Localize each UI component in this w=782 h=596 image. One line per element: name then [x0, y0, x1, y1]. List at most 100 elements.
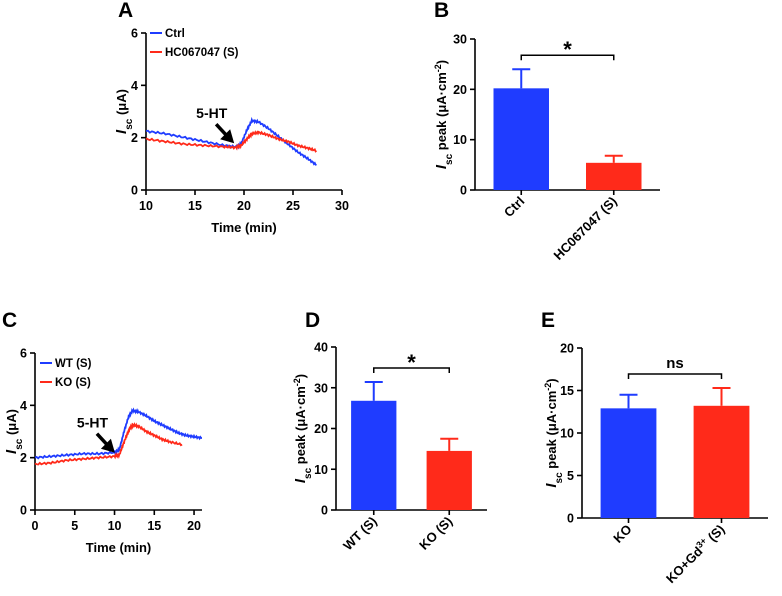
y-tick-label: 10: [314, 463, 328, 477]
bar-1: [600, 408, 657, 518]
y-tick-label: 20: [314, 422, 328, 436]
y-tick-label: 20: [453, 83, 467, 97]
annotation-arrow-head: [220, 129, 235, 144]
ylabel-rest: peak (μA·cm: [544, 391, 559, 473]
x-tick-label: KO+Gd3+ (S): [662, 521, 727, 586]
legend-label: WT (S): [55, 358, 92, 370]
ylabel-main: I: [3, 449, 20, 454]
significance-bracket: [520, 54, 615, 61]
ylabel-end: ): [293, 374, 308, 378]
x-tick-label: HC067047 (S): [550, 194, 619, 263]
panel-b: B 0 10 20 30 Isc peak (μA·cm-2) Ctrl HC067047 (…: [433, 0, 660, 263]
y-tick-label: 30: [453, 33, 467, 47]
x-tick-label: KO: [610, 522, 634, 546]
y-tick-label: 6: [131, 27, 138, 41]
y-tick-label: 4: [20, 399, 27, 413]
legend-label: Ctrl: [165, 28, 185, 40]
ylabel-rest: peak (μA·cm: [434, 72, 449, 154]
y-tick-label: 15: [560, 384, 574, 398]
x-axis-label: Time (min): [211, 220, 277, 235]
y-axis-label: Isc peak (μA·cm-2): [433, 60, 455, 169]
x-tick-label-main: KO: [610, 522, 634, 546]
x-tick-label: 0: [32, 519, 39, 533]
bar-2: [693, 405, 750, 518]
panel-letter-a: A: [118, 0, 133, 22]
x-tick-label: 20: [187, 519, 201, 533]
x-tick-label: 15: [188, 199, 202, 213]
y-tick-label: 10: [560, 427, 574, 441]
x-tick-label: 30: [335, 199, 349, 213]
x-tick-label: Ctrl: [501, 194, 527, 220]
annotation-label: 5-HT: [77, 415, 109, 431]
ylabel-subscript: sc: [14, 438, 25, 450]
series-line-ko-s-: [34, 421, 183, 466]
y-tick-label: 4: [131, 79, 138, 93]
y-tick-label: 2: [20, 451, 27, 465]
ylabel-end: ): [544, 378, 559, 382]
x-tick-label: 20: [237, 199, 251, 213]
significance-bracket: [627, 373, 723, 379]
y-tick-label: 20: [560, 342, 574, 356]
series-line-ctrl: [145, 116, 317, 166]
x-tick-label: 25: [286, 199, 300, 213]
y-tick-label: 6: [20, 347, 27, 361]
panel-a: A 0 2 4 6 Isc (μA) 10 15 20 25 30 Time (min) Ctrl HC0…: [113, 0, 349, 235]
x-axis-label: Time (min): [86, 540, 152, 555]
y-tick-label: 30: [314, 381, 328, 395]
y-axis-label: Isc peak (μA·cm-2): [292, 374, 314, 483]
bar-1: [351, 400, 397, 510]
x-tick-label: WT (S): [340, 514, 380, 554]
y-tick-label: 0: [20, 504, 27, 518]
panel-c: C 0 2 4 6 Isc (μA) 0 5 10 15 20 Time (min) WT (S) KO …: [2, 309, 202, 555]
significance-label: *: [407, 350, 416, 375]
x-tick-label-main: KO+Gd: [663, 544, 706, 587]
y-axis-label: Isc (μA): [113, 89, 135, 134]
bar-2: [426, 450, 472, 510]
y-tick-label: 0: [460, 184, 467, 198]
x-tick-label: 10: [139, 199, 153, 213]
ylabel-subscript: sc: [124, 118, 135, 130]
ylabel-rest: (μA): [114, 89, 129, 119]
ylabel-subscript: sc: [303, 467, 314, 479]
ylabel-main: I: [433, 164, 450, 169]
legend-label: KO (S): [55, 377, 91, 389]
ylabel-main: I: [292, 478, 309, 483]
panel-d: D 0 10 20 30 40 Isc peak (μA·cm-2) WT (S) KO (S)…: [292, 309, 487, 553]
bar-2: [586, 162, 642, 190]
ylabel-superscript: -2: [292, 378, 302, 386]
ylabel-end: ): [434, 60, 449, 64]
ylabel-rest: peak (μA·cm: [293, 386, 308, 468]
ylabel-superscript: -2: [433, 64, 443, 72]
y-tick-label: 0: [131, 184, 138, 198]
ylabel-subscript: sc: [554, 472, 565, 484]
y-axis-label: Isc peak (μA·cm-2): [543, 378, 565, 487]
y-axis-label: Isc (μA): [3, 409, 25, 454]
x-tick-label: 10: [108, 519, 122, 533]
x-tick-label: 5: [71, 519, 78, 533]
significance-bracket: [373, 367, 450, 374]
ylabel-subscript: sc: [444, 153, 455, 165]
significance-label: ns: [666, 355, 684, 372]
panel-letter-b: B: [434, 0, 449, 22]
panel-letter-c: C: [2, 309, 17, 332]
panel-letter-d: D: [305, 309, 320, 332]
panel-letter-e: E: [541, 309, 555, 332]
ylabel-rest: (μA): [4, 409, 19, 439]
y-tick-label: 5: [567, 469, 574, 483]
y-tick-label: 40: [314, 341, 328, 355]
ylabel-superscript: -2: [543, 383, 553, 391]
x-tick-label: 15: [147, 519, 161, 533]
y-tick-label: 0: [321, 504, 328, 518]
legend-label: HC067047 (S): [165, 47, 239, 59]
series-line-wt-s-: [34, 407, 202, 460]
y-tick-label: 10: [453, 133, 467, 147]
ylabel-main: I: [543, 483, 560, 488]
y-tick-label: 2: [131, 131, 138, 145]
annotation-label: 5-HT: [196, 105, 228, 121]
panel-e: E 0 5 10 15 20 Isc peak (μA·cm-2) KO KO+Gd3+ (S)…: [541, 309, 768, 586]
series-line-hc067047-s-: [145, 130, 317, 153]
bar-1: [493, 88, 549, 190]
x-tick-label: KO (S): [416, 514, 455, 553]
significance-label: *: [563, 37, 572, 62]
